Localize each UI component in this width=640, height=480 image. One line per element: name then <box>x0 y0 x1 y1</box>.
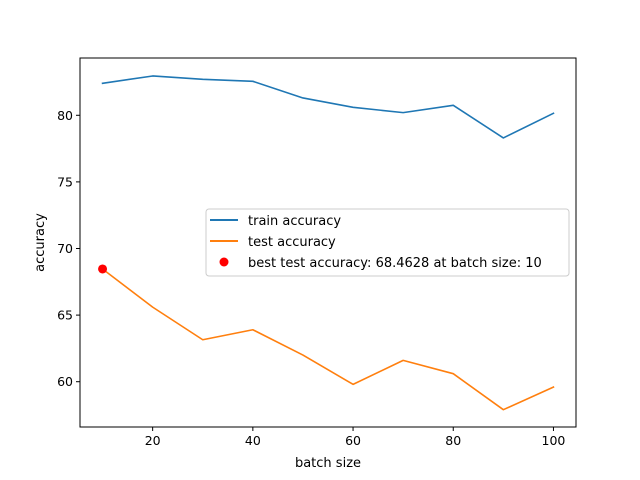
plot-area-frame <box>79 57 577 428</box>
y-tick-label-65: 65 <box>57 308 73 323</box>
y-axis-title: accuracy <box>33 213 48 272</box>
y-tick-label-70: 70 <box>57 241 73 256</box>
legend-label-test: test accuracy <box>248 235 336 250</box>
best-test-accuracy-marker <box>98 264 108 274</box>
legend-label-train: train accuracy <box>248 214 341 229</box>
legend-box <box>205 208 570 277</box>
x-tick-label-60: 60 <box>345 433 361 448</box>
y-tick-label-75: 75 <box>57 174 73 189</box>
x-tick-label-80: 80 <box>445 433 461 448</box>
x-tick-label-20: 20 <box>145 433 161 448</box>
x-tick-label-40: 40 <box>245 433 261 448</box>
legend-label-best: best test accuracy: 68.4628 at batch siz… <box>248 256 542 271</box>
x-axis-title: batch size <box>295 456 361 471</box>
legend: train accuracy test accuracy best test a… <box>205 208 570 277</box>
series-line-test <box>101 267 555 411</box>
series-layer <box>98 75 555 411</box>
ticks-layer: 20 40 60 80 100 60 65 70 75 80 <box>57 108 565 448</box>
series-line-train <box>101 75 555 139</box>
y-tick-label-60: 60 <box>57 374 73 389</box>
legend-swatch-best <box>219 257 229 267</box>
x-tick-label-100: 100 <box>542 433 566 448</box>
y-tick-label-80: 80 <box>57 108 73 123</box>
